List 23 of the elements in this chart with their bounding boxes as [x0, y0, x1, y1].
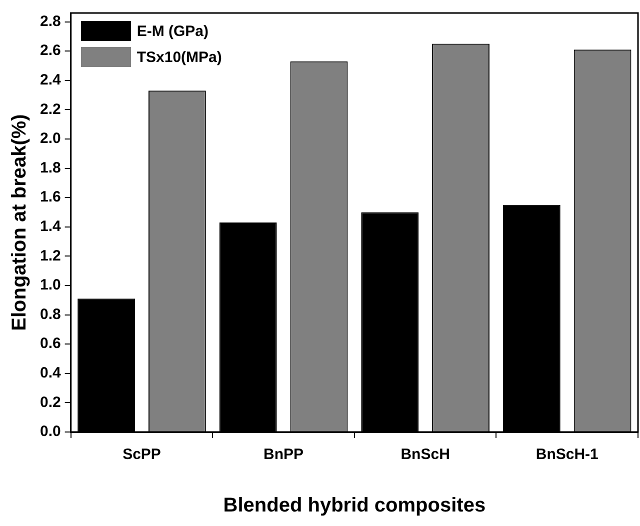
y-axis-title: Elongation at break(%): [8, 114, 31, 331]
y-tick-label: 1.4: [40, 218, 62, 236]
x-tick-label: BnScH-1: [536, 446, 598, 464]
x-tick-label: BnPP: [264, 446, 304, 464]
y-tick-label: 2.6: [40, 42, 61, 60]
x-axis-title: Blended hybrid composites: [223, 494, 486, 517]
y-tick-label: 0.4: [40, 364, 62, 382]
y-tick-label: 1.8: [40, 159, 61, 176]
y-tick-label: 2.2: [40, 100, 61, 118]
x-tick-label: ScPP: [122, 446, 161, 464]
y-tick-label: 0.2: [40, 394, 61, 411]
y-tick-label: 2.8: [40, 12, 61, 30]
legend-label: TSx10(MPa): [136, 48, 222, 66]
y-tick-label: 1.2: [40, 247, 61, 264]
y-tick-label: 2.4: [40, 72, 62, 89]
x-tick-label: BnScH: [400, 446, 450, 464]
y-tick-label: 2.0: [40, 130, 61, 148]
y-tick-label: 1.0: [40, 276, 61, 294]
legend-label: E-M (GPa): [136, 22, 209, 40]
y-tick-label: 1.6: [40, 188, 61, 206]
y-tick-label: 0.8: [40, 306, 61, 323]
y-tick-label: 0.6: [40, 335, 61, 352]
y-tick-label: 0.0: [40, 423, 61, 440]
